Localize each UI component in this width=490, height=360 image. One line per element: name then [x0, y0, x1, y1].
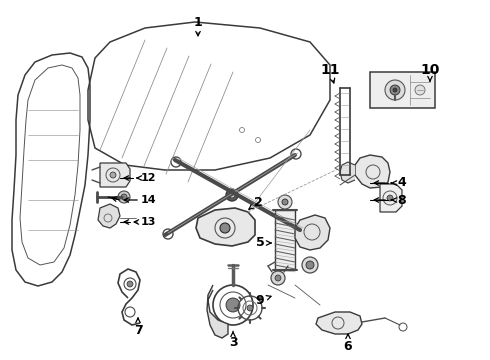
Polygon shape — [316, 312, 362, 334]
Circle shape — [302, 257, 318, 273]
Text: 7: 7 — [134, 324, 143, 337]
Circle shape — [275, 275, 281, 281]
Text: 8: 8 — [398, 194, 406, 207]
Polygon shape — [295, 215, 330, 250]
Circle shape — [220, 223, 230, 233]
Polygon shape — [340, 162, 355, 183]
Text: 5: 5 — [256, 237, 265, 249]
Text: 2: 2 — [254, 195, 262, 208]
Polygon shape — [275, 210, 295, 270]
Text: 14: 14 — [140, 195, 156, 205]
Polygon shape — [100, 163, 130, 187]
Circle shape — [127, 281, 133, 287]
Circle shape — [121, 194, 127, 200]
Circle shape — [229, 192, 235, 198]
Circle shape — [226, 189, 238, 201]
Polygon shape — [355, 155, 390, 188]
Circle shape — [387, 195, 393, 201]
Polygon shape — [196, 208, 255, 246]
Text: 11: 11 — [320, 63, 340, 77]
Circle shape — [390, 85, 400, 95]
Text: 10: 10 — [420, 63, 440, 77]
Circle shape — [393, 88, 397, 92]
Circle shape — [247, 305, 253, 311]
Circle shape — [306, 261, 314, 269]
Circle shape — [282, 199, 288, 205]
Text: 9: 9 — [256, 293, 264, 306]
Circle shape — [110, 172, 116, 178]
Circle shape — [415, 85, 425, 95]
Circle shape — [226, 298, 240, 312]
Text: 1: 1 — [194, 15, 202, 28]
Text: 6: 6 — [343, 339, 352, 352]
Text: 3: 3 — [229, 336, 237, 348]
Circle shape — [278, 195, 292, 209]
Polygon shape — [98, 204, 120, 228]
Circle shape — [271, 271, 285, 285]
Circle shape — [118, 191, 130, 203]
Text: 4: 4 — [397, 176, 406, 189]
Polygon shape — [380, 184, 402, 212]
Polygon shape — [370, 72, 435, 108]
Polygon shape — [207, 285, 228, 338]
Circle shape — [385, 80, 405, 100]
Text: 13: 13 — [140, 217, 156, 227]
Text: 12: 12 — [140, 173, 156, 183]
